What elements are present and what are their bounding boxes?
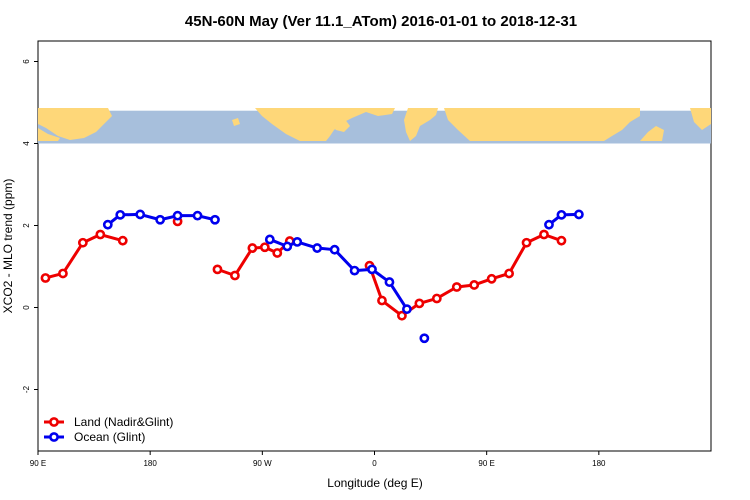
land-data-point bbox=[247, 243, 258, 253]
land-data-point bbox=[377, 295, 387, 306]
land-data-point bbox=[58, 268, 68, 279]
land-data-point bbox=[117, 235, 128, 246]
map-land-7 bbox=[640, 126, 664, 141]
land-data-point bbox=[504, 268, 514, 279]
legend-ocean-label: Ocean (Glint) bbox=[74, 430, 145, 444]
ocean-data-point bbox=[419, 333, 430, 344]
land-data-point bbox=[397, 310, 407, 321]
x-tick-label: 0 bbox=[372, 459, 377, 468]
ocean-data-point bbox=[329, 244, 340, 255]
ocean-data-point bbox=[312, 243, 323, 253]
map-land-1 bbox=[38, 128, 60, 141]
x-axis-label: Longitude (deg E) bbox=[327, 476, 422, 490]
ocean-data-point bbox=[135, 209, 146, 220]
land-data-point bbox=[95, 229, 106, 240]
y-axis-label: XCO2 - MLO trend (ppm) bbox=[1, 179, 15, 314]
ocean-data-point bbox=[102, 219, 113, 230]
ocean-data-point bbox=[573, 209, 584, 220]
land-series-line-3 bbox=[368, 233, 562, 318]
x-tick-label: 180 bbox=[143, 459, 157, 468]
legend-land-marker bbox=[49, 417, 59, 427]
ocean-data-point bbox=[402, 304, 412, 315]
ocean-data-point bbox=[115, 209, 126, 220]
chart-title: 45N-60N May (Ver 11.1_ATom) 2016-01-01 t… bbox=[185, 13, 577, 30]
legend-land-label: Land (Nadir&Glint) bbox=[74, 415, 173, 429]
x-axis: 90 E 180 90 W 0 90 E 180 bbox=[30, 451, 606, 468]
land-data-point bbox=[40, 273, 51, 283]
land-data-point bbox=[77, 237, 88, 248]
land-data-point bbox=[230, 270, 240, 281]
y-tick-label: 2 bbox=[22, 223, 31, 228]
y-axis: -2 0 2 4 6 bbox=[22, 59, 38, 393]
land-data-point bbox=[259, 242, 270, 253]
ocean-data-point bbox=[384, 277, 395, 287]
land-data-point bbox=[272, 248, 283, 258]
legend-ocean-marker bbox=[49, 432, 59, 442]
x-tick-label: 180 bbox=[592, 459, 606, 468]
ocean-data-point bbox=[264, 234, 275, 245]
map-land-5 bbox=[444, 108, 640, 141]
land-data-point bbox=[539, 229, 549, 240]
map-land-4 bbox=[404, 108, 438, 141]
ocean-data-point bbox=[292, 236, 303, 247]
y-tick-label: 4 bbox=[22, 141, 31, 146]
land-data-point bbox=[451, 282, 462, 292]
land-data-point bbox=[212, 264, 223, 275]
map-land-6 bbox=[690, 108, 711, 130]
y-tick-label: 6 bbox=[22, 59, 31, 64]
ocean-data-point bbox=[367, 264, 377, 275]
x-tick-label: 90 E bbox=[30, 459, 46, 468]
land-data-point bbox=[521, 237, 532, 248]
land-data-point bbox=[469, 280, 480, 290]
ocean-data-point bbox=[282, 241, 293, 252]
ocean-data-point bbox=[210, 214, 220, 225]
world-map-band bbox=[38, 108, 711, 144]
land-data-point bbox=[486, 273, 497, 284]
land-data-point bbox=[556, 235, 567, 246]
ocean-data-point bbox=[192, 210, 203, 221]
map-land-3 bbox=[330, 118, 350, 132]
ocean-data-point bbox=[544, 219, 554, 230]
ocean-data-point bbox=[155, 214, 166, 225]
x-tick-label: 90 W bbox=[253, 459, 272, 468]
map-land-8 bbox=[232, 118, 240, 126]
map-land-2 bbox=[255, 108, 395, 141]
land-data-point bbox=[414, 298, 425, 309]
series-layer bbox=[40, 209, 584, 344]
ocean-data-point bbox=[172, 210, 183, 221]
legend: Land (Nadir&Glint) Ocean (Glint) bbox=[44, 415, 173, 444]
ocean-data-point bbox=[556, 209, 567, 220]
map-land-0 bbox=[38, 108, 112, 140]
y-tick-label: 0 bbox=[22, 305, 31, 310]
plot-frame bbox=[37, 40, 712, 452]
ocean-data-point bbox=[349, 265, 360, 276]
y-tick-label: -2 bbox=[22, 385, 31, 393]
land-data-point bbox=[431, 293, 442, 304]
x-tick-label: 90 E bbox=[478, 459, 494, 468]
